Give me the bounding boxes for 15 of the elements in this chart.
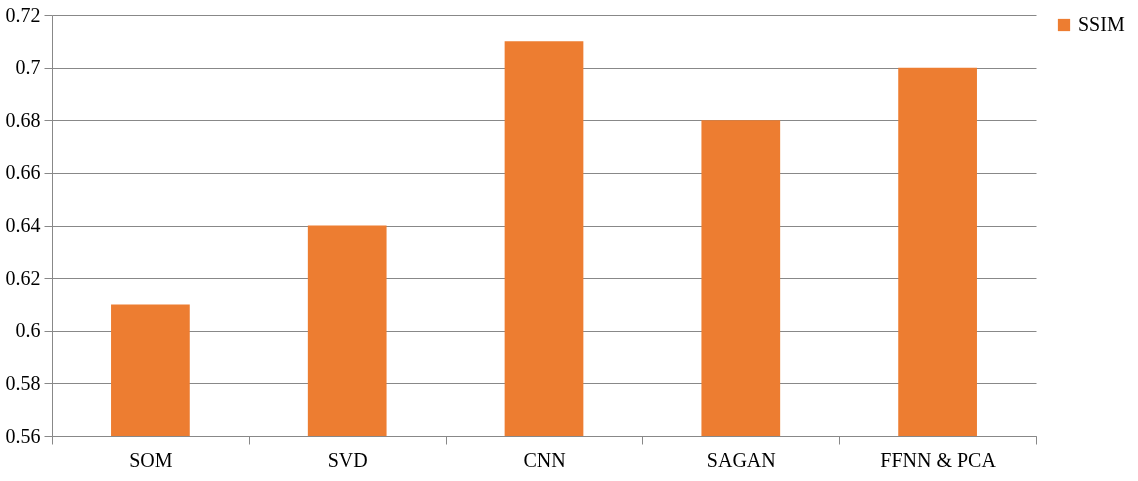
x-tick-label: SAGAN [706, 448, 776, 471]
y-tick-label: 0.56 [5, 424, 41, 447]
x-tick-label: SVD [327, 448, 368, 471]
y-tick-label: 0.66 [5, 161, 41, 184]
y-tick-label: 0.72 [5, 3, 41, 26]
y-tick-label: 0.6 [15, 319, 41, 342]
y-tick-label: 0.62 [5, 266, 41, 289]
x-tick-label: SOM [129, 448, 173, 471]
y-tick-label: 0.64 [5, 214, 41, 236]
y-tick-label: 0.68 [5, 108, 41, 131]
x-tick-label: FFNN & PCA [880, 448, 997, 471]
x-tick-label: CNN [523, 448, 566, 471]
legend-label: SSIM [1078, 13, 1125, 35]
y-tick-label: 0.58 [5, 371, 41, 394]
y-tick-label: 0.7 [15, 56, 41, 79]
